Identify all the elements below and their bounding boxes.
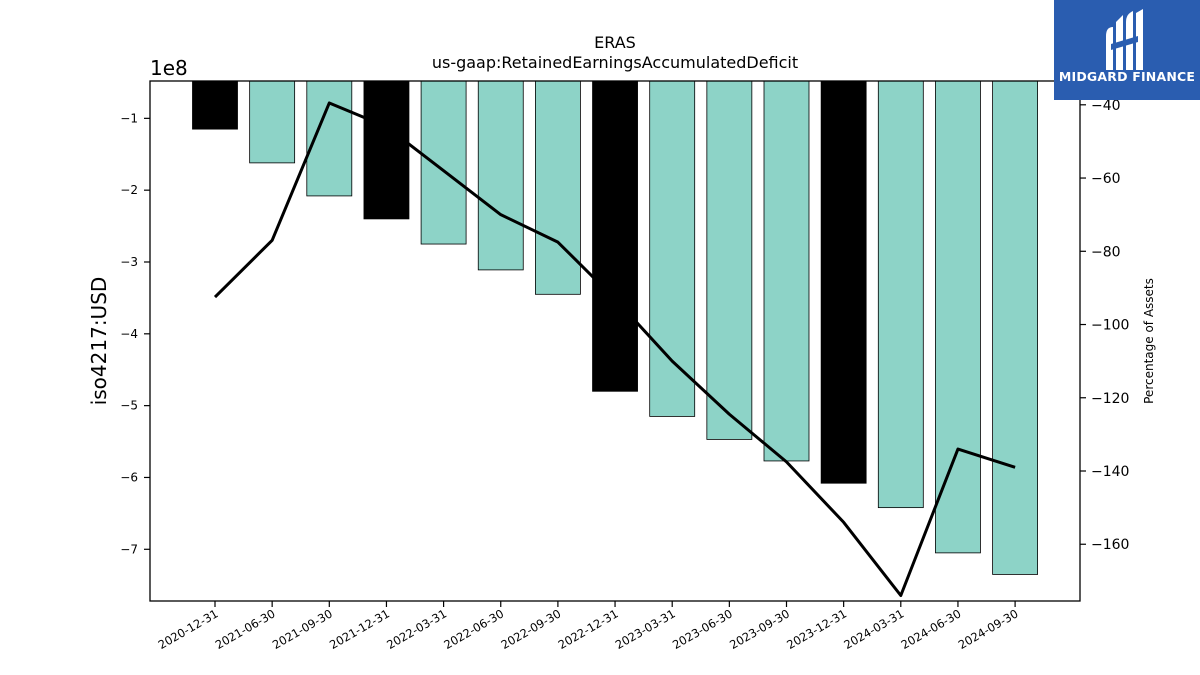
x-tick-label: 2022-09-30 (499, 606, 564, 652)
y2-tick-label: −100 (1091, 318, 1129, 334)
x-tick-label: 2020-12-31 (156, 606, 221, 652)
y2-tick-label: −140 (1091, 464, 1129, 480)
y2-axis-ticks: −40 −60 −80 −100 −120 −140 −160 (1080, 98, 1129, 553)
y-axis-label: iso4217:USD (87, 277, 111, 406)
line-series (213, 101, 1016, 598)
x-tick-label: 2022-12-31 (556, 606, 621, 652)
x-tick-label: 2024-03-31 (841, 606, 906, 652)
bar-2022-09-30 (535, 80, 581, 295)
y-axis-ticks: −1 −2 −3 −4 −5 −6 −7 (120, 111, 150, 556)
bar-2022-03-31 (420, 80, 467, 245)
y-tick-label: −6 (120, 470, 138, 484)
x-tick-label: 2023-09-30 (727, 606, 792, 652)
x-tick-label: 2021-09-30 (270, 606, 335, 652)
x-tick-label: 2023-12-31 (784, 606, 849, 652)
y2-tick-label: −80 (1091, 244, 1121, 260)
y-tick-label: −2 (120, 183, 138, 197)
bar-2023-03-31 (649, 80, 696, 417)
y2-tick-label: −120 (1091, 391, 1129, 407)
bar-2021-06-30 (249, 80, 296, 164)
y2-tick-label: −40 (1091, 98, 1121, 114)
bar-2024-06-30 (935, 80, 981, 554)
bar-2022-06-30 (477, 80, 524, 271)
midgard-logo-icon (1106, 9, 1143, 70)
bar-2024-03-31 (877, 80, 924, 509)
midgard-finance-logo: MIDGARD FINANCE (1054, 0, 1200, 100)
y2-tick-label: −160 (1091, 537, 1129, 553)
y-tick-label: −7 (120, 542, 138, 556)
bar-2022-12-31 (592, 80, 638, 392)
x-tick-label: 2022-03-31 (384, 606, 449, 652)
bar-2021-12-31 (363, 80, 410, 220)
bar-series (192, 80, 1038, 575)
x-tick-label: 2022-06-30 (441, 606, 506, 652)
x-tick-label: 2023-03-31 (613, 606, 678, 652)
y-tick-label: −1 (120, 111, 138, 125)
y2-tick-label: −60 (1091, 171, 1121, 187)
chart-title: ERAS (594, 33, 636, 52)
bar-2023-12-31 (820, 80, 867, 484)
bar-2020-12-31 (192, 80, 238, 130)
y-tick-label: −5 (120, 399, 138, 413)
logo-text: MIDGARD FINANCE (1058, 69, 1196, 84)
bar-2023-09-30 (763, 80, 810, 462)
y-axis-offset-label: 1e8 (150, 56, 188, 80)
y-tick-label: −4 (120, 327, 138, 341)
x-tick-label: 2021-06-30 (213, 606, 278, 652)
bar-2024-09-30 (992, 80, 1038, 575)
y2-axis-label: Percentage of Assets (1142, 278, 1156, 404)
x-tick-label: 2023-06-30 (670, 606, 735, 652)
y-tick-label: −3 (120, 255, 138, 269)
x-tick-label: 2024-09-30 (956, 606, 1021, 652)
bar-2023-06-30 (706, 80, 753, 440)
chart-subtitle: us-gaap:RetainedEarningsAccumulatedDefic… (432, 53, 798, 72)
x-axis-ticks: 2020-12-312021-06-302021-09-302021-12-31… (156, 601, 1021, 652)
x-tick-label: 2024-06-30 (899, 606, 964, 652)
x-tick-label: 2021-12-31 (327, 606, 392, 652)
